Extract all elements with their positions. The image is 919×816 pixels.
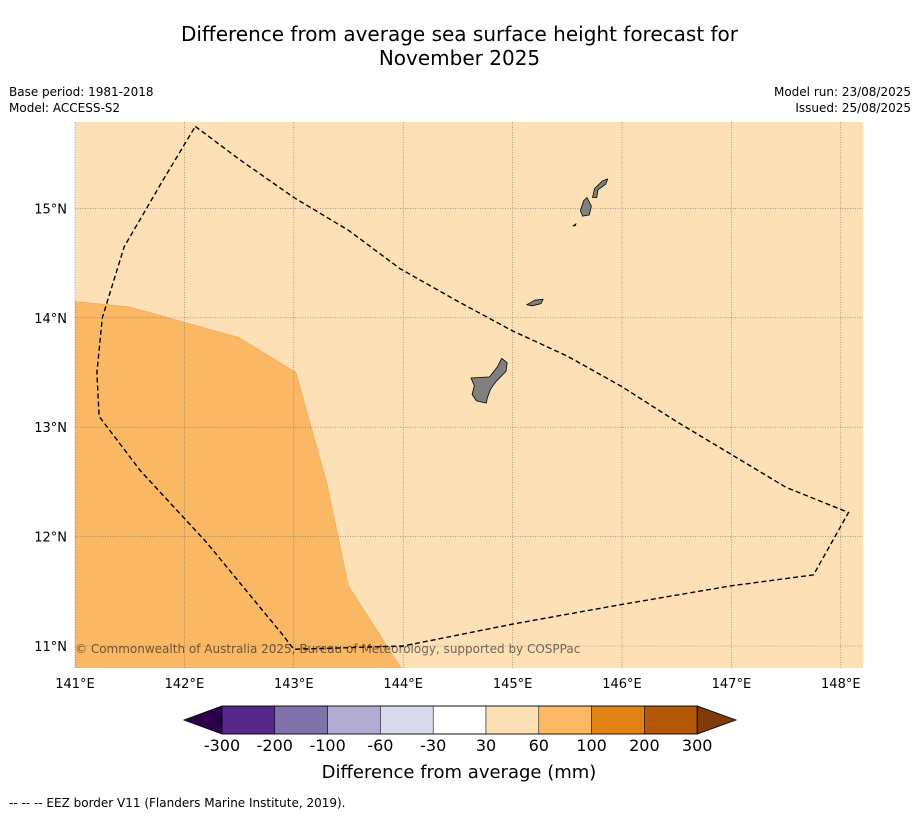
colorbar-label: Difference from average (mm) <box>322 762 597 783</box>
colorbar-tick-label: -200 <box>257 736 293 755</box>
colorbar-segment <box>274 705 328 735</box>
colorbar-tick-label: 30 <box>476 736 496 755</box>
colorbar-segment <box>380 705 434 735</box>
colorbar-segment <box>485 705 540 735</box>
x-tick-label: 148°E <box>821 677 861 692</box>
x-tick-label: 144°E <box>383 677 423 692</box>
land-island <box>592 178 609 198</box>
title-line-1: Difference from average sea surface heig… <box>180 22 739 46</box>
colorbar-tick-label: 300 <box>682 736 713 755</box>
colorbar-tick-label: -100 <box>309 736 345 755</box>
x-tick-label: 145°E <box>493 677 533 692</box>
colorbar-segment <box>432 705 487 735</box>
title-line-2: November 2025 <box>378 46 541 70</box>
colorbar-tick-label: 100 <box>576 736 607 755</box>
land-island <box>580 197 592 217</box>
meta-left: Base period: 1981-2018 Model: ACCESS-S2 <box>9 84 154 116</box>
colorbar-tick-label: -30 <box>420 736 446 755</box>
eez-border <box>96 125 850 651</box>
x-tick-label: 142°E <box>165 677 205 692</box>
chart-title: Difference from average sea surface heig… <box>0 22 919 70</box>
region-60-100 <box>75 301 402 668</box>
x-tick-label: 146°E <box>602 677 642 692</box>
y-tick-label: 15°N <box>34 202 67 217</box>
colorbar-segment <box>644 705 698 735</box>
model-run: Model run: 23/08/2025 <box>773 85 911 99</box>
colorbar-tick-label: 200 <box>629 736 660 755</box>
x-tick-label: 141°E <box>55 677 95 692</box>
colorbar-tick-label: -300 <box>204 736 240 755</box>
model-name: Model: ACCESS-S2 <box>9 101 121 115</box>
colorbar-extend-high <box>696 705 738 735</box>
colorbar-tick-label: -60 <box>367 736 393 755</box>
colorbar-segment <box>221 705 276 735</box>
land-island <box>572 223 577 227</box>
y-tick-label: 12°N <box>34 531 67 546</box>
x-tick-label: 147°E <box>712 677 752 692</box>
colorbar-segment <box>591 705 645 735</box>
land-island <box>470 357 508 404</box>
land-island <box>526 298 544 307</box>
base-period: Base period: 1981-2018 <box>9 85 154 99</box>
colorbar-segment <box>538 705 592 735</box>
y-tick-label: 14°N <box>34 312 67 327</box>
issued-date: Issued: 25/08/2025 <box>795 101 911 115</box>
copyright-text: © Commonwealth of Australia 2025, Bureau… <box>75 642 580 656</box>
x-tick-label: 143°E <box>274 677 314 692</box>
colorbar-frame <box>221 705 698 735</box>
meta-right: Model run: 23/08/2025 Issued: 25/08/2025 <box>774 84 911 116</box>
colorbar-tick-label: 60 <box>529 736 549 755</box>
eez-legend-note: -- -- -- EEZ border V11 (Flanders Marine… <box>9 796 346 810</box>
y-tick-label: 11°N <box>34 640 67 655</box>
y-tick-label: 13°N <box>34 421 67 436</box>
colorbar-segment <box>327 705 381 735</box>
colorbar-extend-low <box>182 705 223 735</box>
